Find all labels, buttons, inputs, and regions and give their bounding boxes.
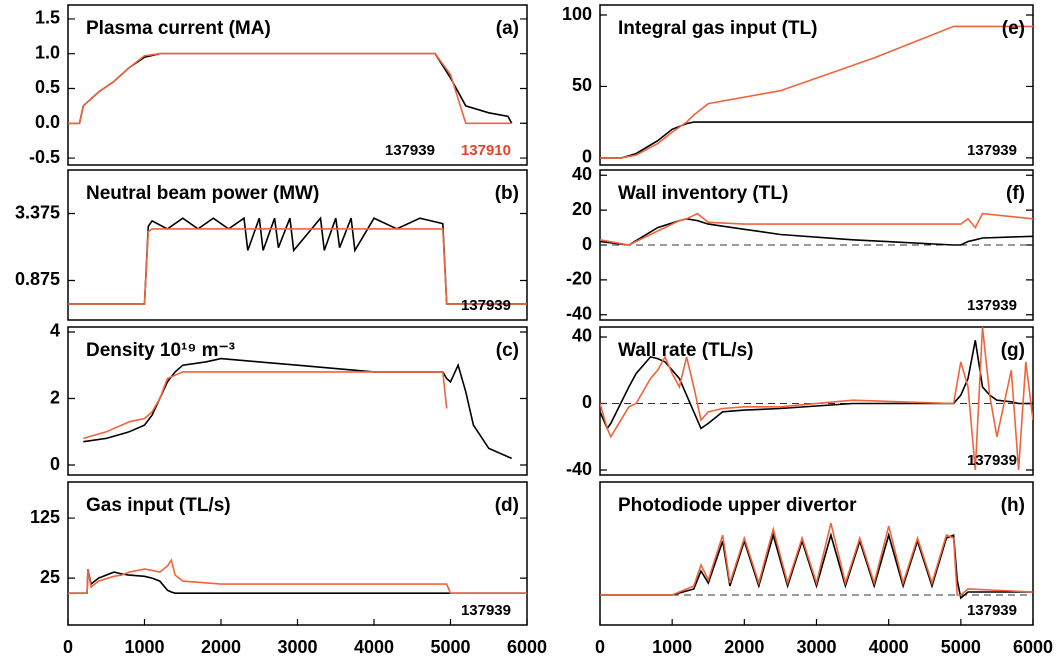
y-tick-label: 0 bbox=[582, 234, 592, 254]
y-tick-label: 100 bbox=[562, 4, 592, 24]
panel-frame bbox=[67, 4, 528, 166]
shot-number: 137939 bbox=[385, 142, 435, 159]
series-line bbox=[600, 212, 1033, 246]
x-tick-label: 0 bbox=[63, 637, 73, 657]
x-tick-label: 1000 bbox=[652, 637, 692, 657]
panel-label: (a) bbox=[496, 18, 519, 39]
panel-label: (h) bbox=[1001, 495, 1025, 516]
series-line bbox=[83, 357, 513, 460]
panel-title: Wall inventory (TL) bbox=[618, 183, 788, 204]
series-line bbox=[68, 558, 527, 594]
panel: 0 50 100 Integral gas input (TL) (e) 137939 bbox=[562, 4, 1034, 167]
series-line bbox=[68, 216, 527, 305]
panel: 25 125 0 1000 2000 3000 4000 5000 6000 Gas input … bbox=[30, 481, 547, 657]
panel: -0.5 0.0 0.5 1.0 1.5 Plasma current (MA) (a) 13… bbox=[29, 4, 528, 167]
y-tick-label: 0 bbox=[582, 147, 592, 167]
y-tick-label: -40 bbox=[566, 304, 592, 324]
x-tick-label: 2000 bbox=[201, 637, 241, 657]
panel: -40 0 40 Wall rate (TL/s) (g) 137939 bbox=[566, 326, 1034, 479]
y-tick-label: 20 bbox=[572, 199, 592, 219]
series-line bbox=[68, 228, 527, 305]
y-tick-label: 40 bbox=[572, 326, 592, 346]
y-tick-label: 2 bbox=[50, 387, 60, 407]
panel-title: Integral gas input (TL) bbox=[618, 18, 818, 39]
panel-label: (d) bbox=[495, 495, 519, 516]
shot-number: 137939 bbox=[967, 297, 1017, 314]
y-tick-label: -0.5 bbox=[29, 147, 60, 167]
x-tick-label: 6000 bbox=[1013, 637, 1053, 657]
panel-frame bbox=[599, 326, 1034, 476]
shot-number: 137939 bbox=[461, 297, 511, 314]
panel: 0 2 4 Density 10¹⁹ m⁻³ (c) bbox=[50, 321, 528, 476]
y-tick-label: 0 bbox=[582, 392, 592, 412]
panel-frame bbox=[67, 169, 528, 321]
x-tick-label: 5000 bbox=[430, 637, 470, 657]
series-line bbox=[600, 25, 1033, 159]
shot-number: 137939 bbox=[461, 602, 511, 619]
panel-label: (e) bbox=[1002, 18, 1025, 39]
panel: 0 1000 2000 3000 4000 5000 6000 Photodiode uppe… bbox=[595, 481, 1053, 657]
panel-title: Gas input (TL/s) bbox=[86, 495, 231, 516]
x-tick-label: 1000 bbox=[124, 637, 164, 657]
panel-title: Neutral beam power (MW) bbox=[86, 183, 319, 204]
series-line bbox=[68, 568, 527, 594]
y-tick-label: 1.5 bbox=[35, 8, 60, 28]
series-line bbox=[600, 340, 1033, 431]
y-tick-label: -40 bbox=[566, 459, 592, 479]
panel: -40 -20 0 20 40 Wall inventory (TL) (f) 137939 bbox=[566, 164, 1034, 324]
y-tick-label: -20 bbox=[566, 269, 592, 289]
series-line bbox=[600, 532, 1033, 600]
panel-label: (f) bbox=[1006, 183, 1025, 204]
series-line bbox=[600, 121, 1033, 159]
panel-label: (g) bbox=[1001, 340, 1025, 361]
y-tick-label: 50 bbox=[572, 75, 592, 95]
panel-title: Density 10¹⁹ m⁻³ bbox=[86, 340, 235, 361]
panel-title: Plasma current (MA) bbox=[86, 18, 271, 39]
y-tick-label: 25 bbox=[40, 567, 60, 587]
panel-title: Wall rate (TL/s) bbox=[618, 340, 753, 361]
series-line bbox=[600, 217, 1033, 246]
panel-label: (c) bbox=[496, 340, 519, 361]
series-line bbox=[68, 52, 512, 125]
y-tick-label: 0.875 bbox=[15, 269, 60, 289]
shot-number: 137939 bbox=[967, 142, 1017, 159]
series-line bbox=[600, 327, 1033, 471]
x-tick-label: 6000 bbox=[507, 637, 547, 657]
y-tick-label: 125 bbox=[30, 507, 60, 527]
y-tick-label: 3.375 bbox=[15, 202, 60, 222]
series-line bbox=[600, 522, 1033, 596]
y-tick-label: 4 bbox=[50, 321, 60, 341]
y-tick-label: 0 bbox=[50, 454, 60, 474]
panel-frame bbox=[599, 4, 1034, 166]
x-tick-label: 0 bbox=[595, 637, 605, 657]
x-tick-label: 3000 bbox=[796, 637, 836, 657]
x-tick-label: 4000 bbox=[354, 637, 394, 657]
y-tick-label: 40 bbox=[572, 164, 592, 184]
x-tick-label: 2000 bbox=[724, 637, 764, 657]
y-tick-label: 0.0 bbox=[35, 112, 60, 132]
shot-number: 137939 bbox=[967, 602, 1017, 619]
panel-frame bbox=[67, 326, 528, 476]
x-tick-label: 5000 bbox=[941, 637, 981, 657]
shot-number: 137910 bbox=[461, 142, 511, 159]
panel-label: (b) bbox=[495, 183, 519, 204]
panel: 0.875 3.375 Neutral beam power (MW) (b) 1379… bbox=[15, 169, 528, 321]
y-tick-label: 1.0 bbox=[35, 42, 60, 62]
panel-title: Photodiode upper divertor bbox=[618, 495, 857, 516]
shot-number: 137939 bbox=[967, 452, 1017, 469]
x-tick-label: 3000 bbox=[277, 637, 317, 657]
y-tick-label: 0.5 bbox=[35, 77, 60, 97]
series-line bbox=[83, 371, 448, 440]
x-tick-label: 4000 bbox=[869, 637, 909, 657]
